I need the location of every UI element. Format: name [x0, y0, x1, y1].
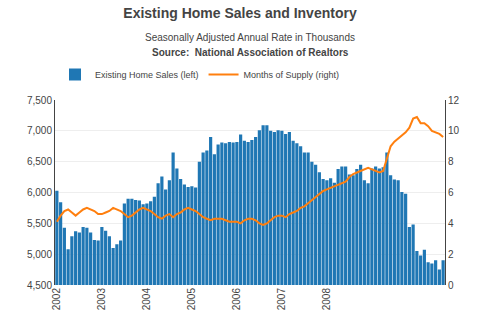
svg-text:2008: 2008 [321, 288, 332, 311]
svg-text:Months of Supply (right): Months of Supply (right) [244, 70, 340, 80]
svg-text:8: 8 [448, 156, 454, 167]
svg-text:12: 12 [448, 95, 460, 106]
svg-text:5,000: 5,000 [27, 249, 52, 260]
svg-text:2004: 2004 [141, 288, 152, 311]
svg-text:Seasonally Adjusted Annual Rat: Seasonally Adjusted Annual Rate in Thous… [145, 32, 355, 43]
svg-text:Existing Home Sales and Invent: Existing Home Sales and Inventory [123, 5, 357, 21]
svg-text:2005: 2005 [186, 288, 197, 311]
svg-text:6,000: 6,000 [27, 187, 52, 198]
svg-text:2002: 2002 [51, 288, 62, 311]
svg-text:6: 6 [448, 187, 454, 198]
svg-text:2007: 2007 [276, 288, 287, 311]
svg-text:5,500: 5,500 [27, 218, 52, 229]
svg-text:2006: 2006 [231, 288, 242, 311]
svg-text:Source: National Association: Source: National Association of Realtors [152, 47, 349, 58]
svg-text:6,500: 6,500 [27, 156, 52, 167]
svg-text:2003: 2003 [96, 288, 107, 311]
svg-text:4,500: 4,500 [27, 280, 52, 291]
svg-text:7,000: 7,000 [27, 125, 52, 136]
svg-text:10: 10 [448, 125, 460, 136]
svg-text:0: 0 [448, 280, 454, 291]
svg-text:Existing Home Sales (left): Existing Home Sales (left) [95, 70, 199, 80]
svg-text:4: 4 [448, 218, 454, 229]
svg-text:2: 2 [448, 249, 454, 260]
svg-text:7,500: 7,500 [27, 95, 52, 106]
